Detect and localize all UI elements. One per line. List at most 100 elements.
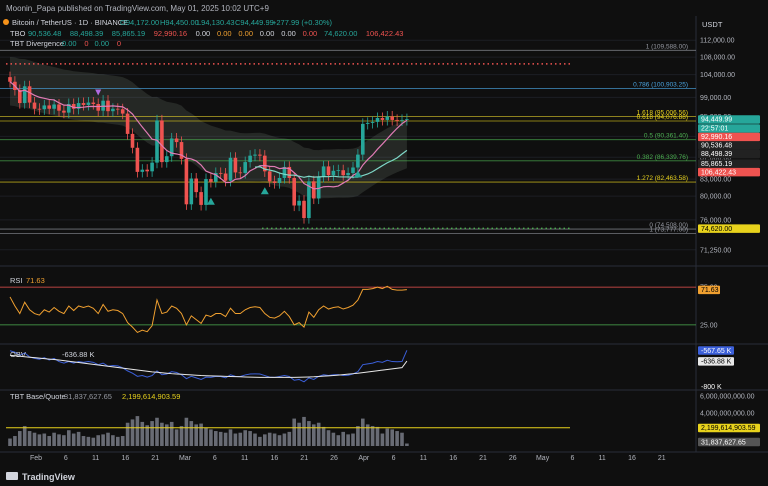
candle[interactable]	[57, 104, 61, 111]
candle[interactable]	[81, 103, 86, 105]
candle[interactable]	[86, 102, 91, 105]
candle[interactable]	[395, 119, 399, 121]
candle[interactable]	[71, 103, 76, 109]
volume-bar[interactable]	[287, 431, 292, 446]
volume-bar[interactable]	[267, 432, 272, 446]
candle[interactable]	[370, 121, 375, 123]
volume-bar[interactable]	[42, 433, 47, 446]
candle[interactable]	[272, 181, 277, 183]
volume-bar[interactable]	[189, 421, 194, 446]
volume-bar[interactable]	[223, 432, 228, 446]
candle[interactable]	[243, 162, 247, 173]
volume-bar[interactable]	[218, 431, 223, 446]
volume-bar[interactable]	[150, 421, 154, 446]
candle[interactable]	[228, 157, 233, 181]
volume-bar[interactable]	[135, 416, 140, 446]
candle[interactable]	[282, 166, 287, 178]
candle[interactable]	[385, 116, 390, 120]
candle[interactable]	[375, 117, 380, 122]
candle[interactable]	[233, 157, 238, 173]
candle[interactable]	[312, 181, 316, 199]
candle[interactable]	[47, 105, 51, 109]
price-axis[interactable]: 112,000.00 108,000.00 104,000.00 99,000.00 9…	[698, 38, 760, 255]
volume-bar[interactable]	[228, 429, 233, 446]
volume-bar[interactable]	[390, 429, 394, 446]
candle[interactable]	[199, 192, 203, 205]
candle[interactable]	[297, 200, 301, 206]
tbo-label[interactable]: TBO	[10, 29, 26, 38]
volume-bar[interactable]	[116, 436, 120, 446]
candle[interactable]	[223, 173, 228, 181]
candle[interactable]	[32, 102, 37, 109]
candle[interactable]	[165, 156, 169, 163]
candle[interactable]	[22, 86, 27, 104]
volume-bar[interactable]	[62, 435, 66, 446]
volume-bar[interactable]	[169, 421, 174, 446]
volume-bar[interactable]	[140, 421, 145, 446]
candle[interactable]	[150, 162, 154, 172]
candle[interactable]	[62, 110, 66, 113]
candle[interactable]	[160, 120, 164, 163]
candle[interactable]	[287, 166, 292, 178]
volume-bar[interactable]	[47, 436, 51, 446]
volume-bar[interactable]	[297, 422, 301, 446]
volume-bar[interactable]	[194, 424, 198, 446]
candle[interactable]	[125, 113, 130, 134]
candle[interactable]	[189, 178, 194, 205]
volume-bar[interactable]	[209, 429, 213, 446]
candle[interactable]	[145, 169, 149, 172]
volume-bar[interactable]	[160, 422, 164, 446]
candle[interactable]	[267, 171, 272, 182]
volume-bar[interactable]	[292, 418, 296, 446]
volume-bar[interactable]	[375, 426, 380, 446]
volume-bar[interactable]	[321, 426, 326, 446]
candle[interactable]	[361, 123, 365, 155]
volume-bar[interactable]	[91, 437, 96, 446]
time-axis[interactable]: Feb 6 11 16 21 Mar 6 11 16 21 26 Apr 6 11 16 21 26 May 6 11…	[30, 455, 666, 462]
candle[interactable]	[76, 103, 81, 109]
volume-pane[interactable]: 6,000,000,000.00 4,000,000,000.00 2,199,61…	[6, 394, 760, 447]
volume-bar[interactable]	[174, 429, 179, 446]
candle[interactable]	[52, 104, 56, 109]
volume-bar[interactable]	[331, 432, 336, 446]
volume-bar[interactable]	[346, 434, 350, 446]
volume-bar[interactable]	[365, 424, 370, 446]
obv-pane[interactable]: -567.65 K -636.88 K -800 K	[9, 346, 734, 391]
volume-bar[interactable]	[101, 434, 105, 446]
volume-bar[interactable]	[253, 433, 257, 446]
volume-bar[interactable]	[76, 431, 81, 446]
volume-bar[interactable]	[204, 427, 208, 446]
volume-bar[interactable]	[52, 432, 56, 446]
candle[interactable]	[204, 179, 208, 205]
volume-bar[interactable]	[120, 436, 125, 446]
candle[interactable]	[209, 179, 213, 182]
candle[interactable]	[263, 155, 267, 172]
volume-bar[interactable]	[13, 436, 17, 446]
volume-bar[interactable]	[145, 425, 149, 446]
volume-bar[interactable]	[106, 432, 110, 446]
candle[interactable]	[390, 116, 394, 120]
candle[interactable]	[365, 122, 370, 124]
volume-bar[interactable]	[395, 431, 399, 446]
volume-bar[interactable]	[8, 438, 12, 446]
candle[interactable]	[91, 102, 96, 104]
candle[interactable]	[253, 154, 257, 156]
volume-bar[interactable]	[316, 422, 321, 446]
volume-bar[interactable]	[233, 433, 238, 446]
volume-bar[interactable]	[380, 433, 385, 446]
volume-bar[interactable]	[243, 430, 247, 446]
volume-bar[interactable]	[184, 417, 189, 446]
candle[interactable]	[174, 138, 179, 143]
volume-bar[interactable]	[67, 430, 71, 446]
volume-bar[interactable]	[27, 431, 32, 446]
volume-bar[interactable]	[307, 421, 311, 446]
currency-label[interactable]: USDT	[702, 20, 723, 29]
candle[interactable]	[400, 119, 404, 121]
volume-bar[interactable]	[111, 435, 115, 446]
candle[interactable]	[405, 119, 409, 120]
candle[interactable]	[248, 155, 252, 163]
candle[interactable]	[8, 77, 12, 82]
candle[interactable]	[67, 103, 71, 113]
candle[interactable]	[120, 109, 125, 114]
candle[interactable]	[18, 89, 22, 104]
